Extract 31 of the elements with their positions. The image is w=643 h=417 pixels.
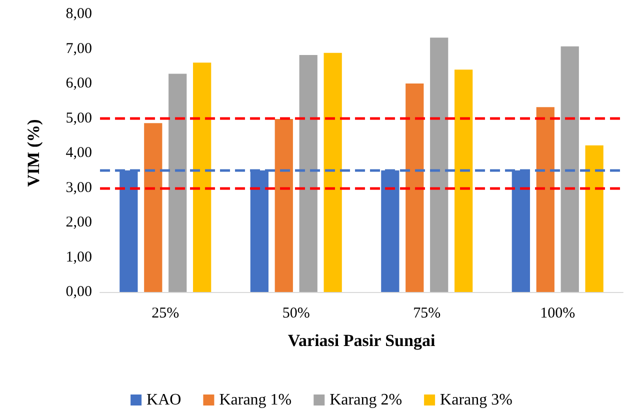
y-tick-label: 2,00 [66,214,92,230]
legend-label: Karang 2% [330,392,402,408]
bar [430,38,448,292]
legend-label: KAO [146,392,182,408]
legend-label: Karang 1% [219,392,292,408]
y-tick-label: 6,00 [66,76,92,92]
bar [406,84,424,292]
bar [536,107,554,292]
bar [168,74,187,292]
x-tick-label: 25% [152,306,180,322]
y-tick-label: 0,00 [66,284,92,300]
y-tick-label: 5,00 [66,110,92,126]
x-axis-title: Variasi Pasir Sungai [288,331,436,350]
bar [274,118,293,292]
y-tick-label: 1,00 [66,249,92,266]
bar [193,62,212,292]
y-tick-label: 3,00 [66,180,92,196]
x-tick-label: 75% [413,306,441,322]
bar [299,55,318,292]
legend-label: Karang 3% [440,392,512,408]
bar [585,145,604,292]
y-tick-label: 4,00 [66,145,92,161]
x-tick-label: 100% [540,306,576,322]
y-axis-title: VIM (%) [24,119,43,187]
bar [454,70,473,292]
y-tick-label: 7,00 [66,40,92,57]
bar [144,123,162,292]
x-tick-label: 50% [282,306,310,322]
bar [560,46,579,292]
bar [324,52,342,292]
y-tick-label: 8,00 [66,6,92,22]
